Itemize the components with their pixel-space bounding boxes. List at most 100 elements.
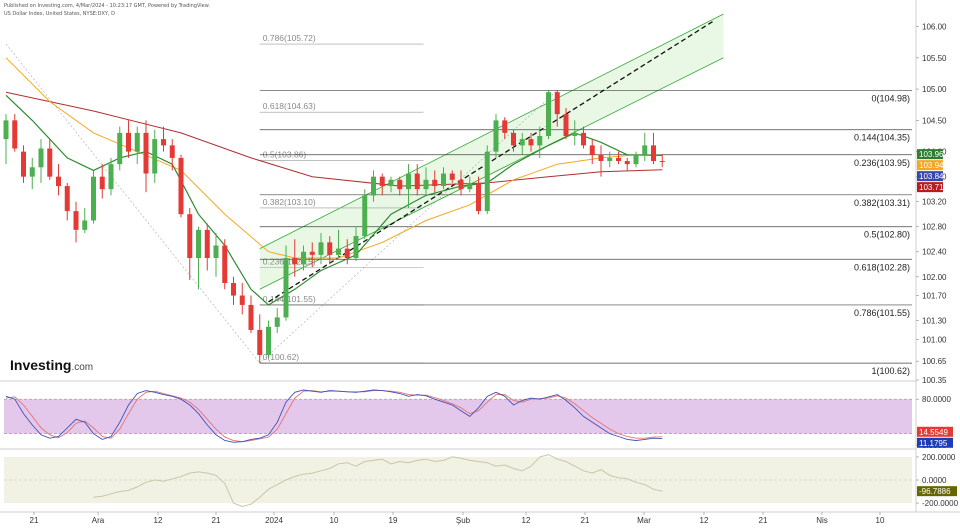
x-tick-label: 21 — [212, 516, 221, 525]
candle-body — [47, 148, 53, 177]
candle-body — [519, 139, 525, 146]
candle-body — [178, 157, 184, 215]
candle-body — [607, 157, 613, 162]
candle-body — [196, 229, 201, 258]
price-tag — [917, 171, 943, 182]
candle-body — [598, 154, 604, 162]
stoch-band — [4, 399, 912, 434]
candle-body — [231, 283, 236, 296]
candle-body — [126, 132, 131, 152]
candle-body — [449, 173, 455, 180]
candle-body — [213, 245, 219, 258]
y-tick-label: 102.80 — [922, 223, 947, 232]
candle-body — [502, 120, 508, 133]
candle-body — [3, 120, 9, 140]
x-tick-label: 21 — [759, 516, 768, 525]
candle-body — [484, 151, 490, 212]
y-tick-label: 104.50 — [922, 116, 947, 125]
publish-note: Published on Investing.com, 4/Mar/2024 -… — [4, 3, 210, 9]
cci-tick-label: -200.0000 — [922, 499, 959, 508]
price-tag-label: 103.84 — [919, 172, 944, 181]
candle-body — [528, 139, 534, 146]
channel-upper-line — [259, 13, 724, 249]
fib-right-label: 0.236(103.95) — [854, 158, 910, 168]
fib-right-label: 0.786(101.55) — [854, 308, 910, 318]
fib-right-label: 1(100.62) — [871, 366, 910, 376]
y-tick-label: 101.70 — [922, 292, 947, 301]
x-tick-label: 10 — [876, 516, 885, 525]
cci-line — [93, 454, 663, 508]
candle-body — [21, 151, 26, 177]
candle-body — [91, 176, 96, 221]
stoch-tag — [917, 437, 953, 448]
candle-body — [327, 242, 333, 255]
candle-body — [222, 245, 228, 284]
candle-body — [161, 139, 166, 146]
candle-body — [257, 329, 263, 355]
fib-left-label: 0.618(104.63) — [263, 101, 316, 111]
candle-body — [318, 242, 324, 255]
ma-fast-line — [5, 94, 663, 306]
candle-body — [117, 132, 123, 165]
candle-body — [29, 167, 35, 177]
candle-body — [56, 176, 61, 187]
channel-fill — [259, 14, 724, 290]
candle-body — [64, 186, 70, 212]
y-tick-label: 100.65 — [922, 357, 947, 366]
candle-body — [476, 182, 481, 212]
candle-body — [371, 176, 376, 196]
stoch-tick-label: 80.0000 — [922, 395, 951, 404]
candle-body — [248, 304, 254, 330]
investing-logo-suffix: .com — [71, 362, 93, 373]
stoch-tag — [917, 426, 953, 437]
ma-slow-line — [5, 91, 663, 187]
candle-body — [423, 179, 429, 190]
candle-body — [467, 182, 473, 190]
fib-right-label: 0.144(104.35) — [854, 133, 910, 143]
cci-tag-label: -96.7886 — [919, 487, 951, 496]
cci-tick-label: 200.0000 — [922, 453, 956, 462]
price-tag — [917, 182, 943, 193]
x-tick-label: 21 — [30, 516, 39, 525]
y-tick-label: 106.00 — [922, 23, 947, 32]
y-tick-label: 100.35 — [922, 376, 947, 385]
candle-body — [82, 220, 88, 230]
candle-body — [572, 132, 578, 136]
fib-left-label: 0.144(101.55) — [263, 294, 316, 304]
candle-body — [379, 176, 385, 187]
y-tick-label: 102.40 — [922, 248, 947, 257]
y-tick-label: 105.00 — [922, 85, 947, 94]
candle-body — [441, 173, 446, 187]
stoch-tag-label: 14.5549 — [919, 428, 948, 437]
candle-body — [537, 136, 543, 146]
price-tag — [917, 160, 943, 171]
price-tag-label: 103.71 — [919, 183, 944, 192]
candle-body — [388, 179, 394, 187]
candle-body — [651, 145, 656, 162]
candle-body — [239, 295, 245, 305]
y-tick-label: 101.30 — [922, 317, 947, 326]
stoch-tag-label: 11.1795 — [919, 439, 948, 448]
chart-header: Published on Investing.com, 4/Mar/2024 -… — [4, 2, 210, 18]
candle-body — [581, 132, 586, 146]
candle-body — [624, 161, 630, 165]
x-tick-label: 21 — [581, 516, 590, 525]
y-tick-label: 105.50 — [922, 54, 947, 63]
candle-body — [274, 317, 280, 327]
fib-right-label: 0(104.98) — [871, 93, 910, 103]
cci-pane: 200.0000 0.0000 -200.0000 -96.7886 — [0, 448, 959, 508]
candle-body — [511, 132, 516, 146]
fib-left-label: 0.236(102.15) — [263, 256, 316, 266]
candle-body — [292, 258, 298, 265]
fib-right-label: 0.618(102.28) — [854, 262, 910, 272]
candle-body — [309, 251, 315, 255]
fib-left-label: 0(100.62) — [263, 352, 300, 362]
fib-left-label: 0.5(103.86) — [263, 149, 307, 159]
candle-body — [642, 145, 648, 155]
candle-body — [397, 179, 403, 190]
candle-body — [344, 248, 350, 258]
candle-body — [204, 229, 210, 258]
price-tag — [917, 149, 943, 160]
candle-body — [546, 92, 551, 136]
candle-body — [659, 161, 665, 163]
